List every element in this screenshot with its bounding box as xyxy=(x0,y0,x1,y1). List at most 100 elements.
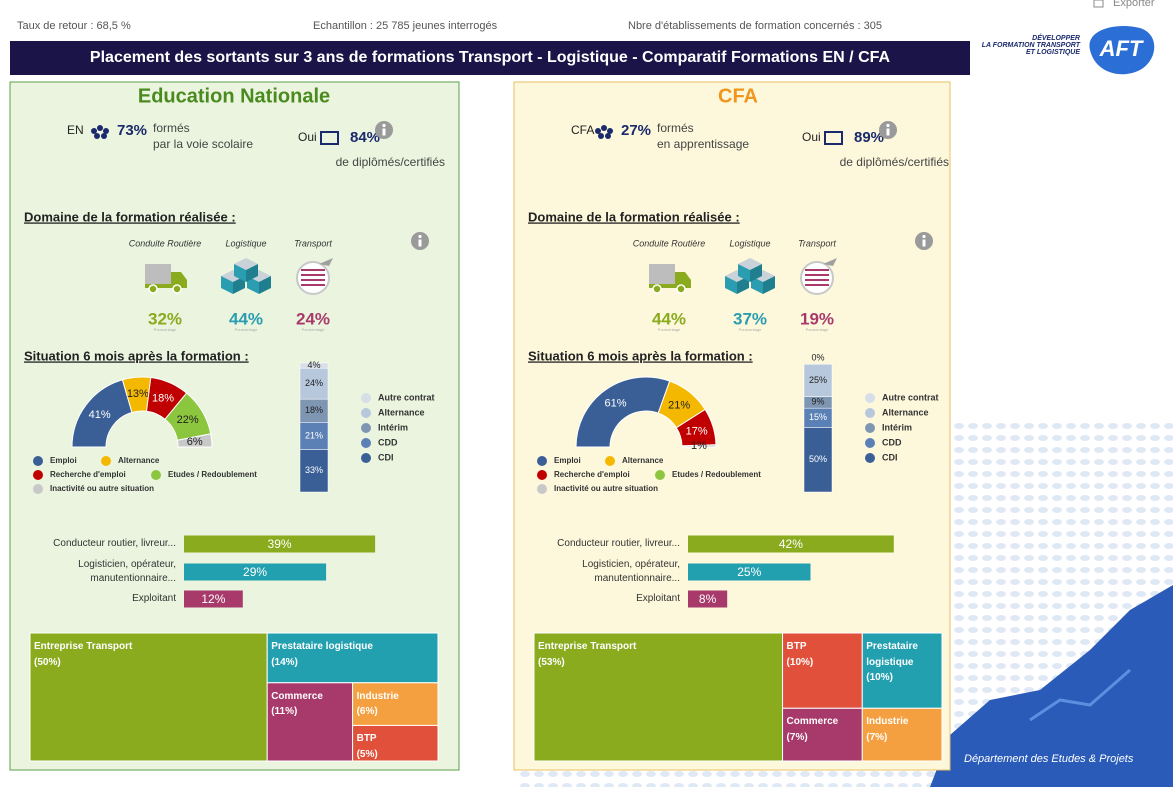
domain-value: 37% xyxy=(733,309,767,328)
hbar-category-label: Logisticien, opérateur, manutentionnaire… xyxy=(582,559,680,584)
hbar xyxy=(184,535,376,553)
diploma-text: de diplômés/certifiés xyxy=(336,155,445,169)
people-icon xyxy=(91,128,97,134)
legend-label: Inactivité ou autre situation xyxy=(554,484,658,493)
domain-value: 44% xyxy=(652,309,686,328)
hbar-category-label: Exploitant xyxy=(636,593,680,604)
legend-dot xyxy=(537,470,547,480)
hbar xyxy=(688,590,728,608)
pie-label: 6% xyxy=(187,436,203,448)
logo: AFT xyxy=(1099,36,1144,61)
treemap-label-box: BTP (10%) xyxy=(787,639,859,670)
page-title: Placement des sortants sur 3 ans de form… xyxy=(90,49,891,66)
box-left xyxy=(221,276,233,294)
diploma-value: 84% xyxy=(350,129,380,146)
domain-caption: Pourcentage xyxy=(154,327,177,332)
legend-dot xyxy=(865,423,875,433)
diploma-value: 89% xyxy=(854,129,884,146)
treemap-value: (14%) xyxy=(271,656,298,668)
treemap-name: Entreprise Transport xyxy=(538,641,637,652)
diploma-icon xyxy=(824,131,843,145)
legend-label: Emploi xyxy=(554,456,581,465)
box-left xyxy=(738,264,750,282)
export-icon[interactable] xyxy=(1093,0,1104,8)
legend-label: Recherche d'emploi xyxy=(554,470,630,479)
stack-label: 15% xyxy=(809,412,827,422)
people-icon xyxy=(101,133,107,139)
hbar-category: Conducteur routier, livreur... xyxy=(53,538,176,549)
legend-label: CDD xyxy=(378,437,398,447)
logo-line: ET LOGISTIQUE xyxy=(1026,49,1080,56)
sample: Echantillon : 25 785 jeunes interrogés xyxy=(313,20,498,32)
legend-label: Intérim xyxy=(378,422,408,432)
pie-label: 41% xyxy=(89,409,111,421)
panel-share: 27% xyxy=(621,122,651,139)
legend-label: Autre contrat xyxy=(882,392,939,402)
legend-dot xyxy=(151,470,161,480)
logo-blob xyxy=(1089,26,1155,75)
treemap-label: Entreprise Transport (53%) xyxy=(538,641,637,668)
truck-box xyxy=(145,264,171,284)
hbar-label: 42% xyxy=(779,537,803,551)
domain-caption: Pourcentage xyxy=(302,327,325,332)
footer-text: Département des Etudes & Projets xyxy=(964,753,1134,765)
return-rate: Taux de retour : 68,5 % xyxy=(17,20,131,32)
export-button[interactable]: Exporter xyxy=(1113,0,1155,9)
legend-label: Recherche d'emploi xyxy=(50,470,126,479)
treemap-label: BTP (5%) xyxy=(357,733,378,759)
pie-slice xyxy=(681,444,717,448)
legend-label: Intérim xyxy=(882,422,912,432)
legend-label: Alternance xyxy=(118,456,160,465)
hbar xyxy=(184,590,243,608)
treemap-label-box: Industrie (6%) xyxy=(357,689,434,720)
truck-wheel xyxy=(148,284,158,294)
legend-label: Alternance xyxy=(622,456,664,465)
treemap-label-box: Prestataire logistique (10%) xyxy=(866,639,938,686)
stack-label: 18% xyxy=(305,405,323,415)
share-text: par la voie scolaire xyxy=(153,137,253,151)
pie-slice xyxy=(176,433,213,448)
treemap-cell xyxy=(533,632,784,762)
treemap-label-box: Entreprise Transport (50%) xyxy=(34,639,263,670)
treemap-label-box: Industrie (7%) xyxy=(866,714,938,745)
hbar-category-box: Conducteur routier, livreur... xyxy=(522,528,680,560)
treemap-label: Prestataire logistique (10%) xyxy=(866,639,938,686)
hbar-category-box: Exploitant xyxy=(18,583,176,615)
legend-dot xyxy=(865,408,875,418)
stack-segment xyxy=(803,427,833,493)
share-text: en apprentissage xyxy=(657,137,749,151)
box-right xyxy=(737,276,749,294)
people-icon xyxy=(595,128,601,134)
stack-segment xyxy=(299,362,329,369)
pie-label: 17% xyxy=(686,425,708,437)
treemap-cell xyxy=(782,632,863,709)
domain-caption: Pourcentage xyxy=(806,327,829,332)
treemap-label-box: Prestataire logistique (14%) xyxy=(271,639,434,670)
truck-box xyxy=(649,264,675,284)
globe xyxy=(800,261,834,295)
treemap-value: (7%) xyxy=(866,731,888,743)
section-title: Domaine de la formation réalisée : xyxy=(24,209,236,224)
stack-label: 25% xyxy=(809,375,827,385)
legend-label: Etudes / Redoublement xyxy=(672,470,761,479)
panel-title: CFA xyxy=(718,85,758,107)
box-right xyxy=(246,264,258,282)
treemap-label: Entreprise Transport (50%) xyxy=(34,639,263,670)
domain-value: 24% xyxy=(296,309,330,328)
treemap-cell xyxy=(782,707,863,762)
treemap-label: Commerce (7%) xyxy=(787,716,839,743)
legend-label: Alternance xyxy=(378,407,425,417)
hbar xyxy=(688,563,811,581)
hbar xyxy=(688,535,894,553)
box-left xyxy=(725,276,737,294)
info-bar xyxy=(922,239,926,247)
people-icon xyxy=(103,128,109,134)
domain-value: 32% xyxy=(148,309,182,328)
stack-label: 0% xyxy=(811,353,824,363)
domain-value: 19% xyxy=(800,309,834,328)
panel-share: 73% xyxy=(117,122,147,139)
legend-dot xyxy=(101,456,111,466)
share-text: formés xyxy=(657,121,694,135)
logo-line: DÉVELOPPER xyxy=(1032,33,1080,42)
